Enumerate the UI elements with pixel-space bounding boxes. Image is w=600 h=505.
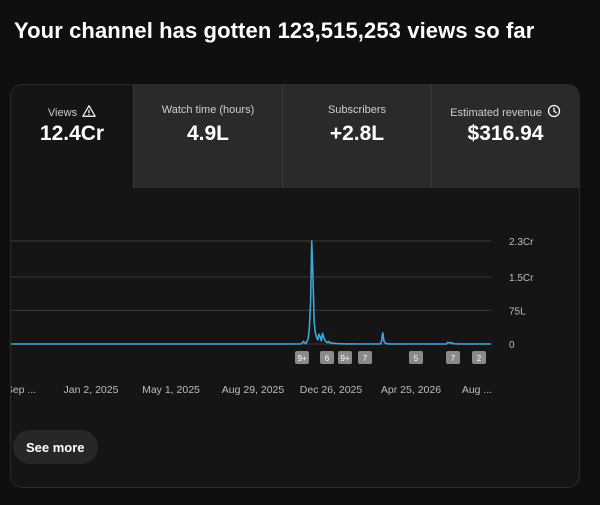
tab-watch-time-label: Watch time (hours) xyxy=(161,104,255,116)
annotation-marker-label: 5 xyxy=(414,354,419,363)
y-tick-label: 1.5Cr xyxy=(509,273,534,284)
tab-revenue[interactable]: Estimated revenue $316.94 xyxy=(431,85,579,188)
views-chart: 2.3Cr 1.5Cr 75L 0 9+ 6 9+ 7 5 7 2 Sep ... Jan 2, 202… xyxy=(11,225,579,405)
annotation-marker-label: 2 xyxy=(477,354,482,363)
annotation-marker-box xyxy=(320,351,334,364)
tab-watch-time[interactable]: Watch time (hours) 4.9L xyxy=(133,85,282,188)
annotation-marker-box xyxy=(358,351,372,364)
tab-subscribers-value: +2.8L xyxy=(329,122,385,145)
tab-subscribers[interactable]: Subscribers +2.8L xyxy=(282,85,431,188)
x-tick-label: Aug 29, 2025 xyxy=(222,384,285,396)
tab-subscribers-label-row: Subscribers xyxy=(283,104,431,116)
x-tick-label: Dec 26, 2025 xyxy=(300,384,363,396)
annotation-marker: 9+ xyxy=(295,351,309,364)
x-tick-label: Apr 25, 2026 xyxy=(381,384,441,396)
x-tick-label: May 1, 2025 xyxy=(142,384,200,396)
x-tick-label: Aug ... xyxy=(462,384,492,396)
page-headline: Your channel has gotten 123,515,253 view… xyxy=(14,18,535,43)
annotation-marker-label: 7 xyxy=(363,354,368,363)
tab-watch-time-label-row: Watch time (hours) xyxy=(134,104,282,116)
annotation-marker-label: 9+ xyxy=(297,354,306,363)
tab-watch-time-value: 4.9L xyxy=(186,122,230,145)
tab-views-label-row: Views xyxy=(11,104,133,121)
y-tick-label: 2.3Cr xyxy=(509,237,534,248)
metric-tabs: Views 12.4Cr Watch time (hours) 4.9L Sub… xyxy=(11,85,579,188)
tab-views-label: Views xyxy=(47,106,78,119)
annotation-marker: 9+ xyxy=(338,351,352,364)
annotation-marker: 7 xyxy=(358,351,372,364)
annotation-marker: 6 xyxy=(320,351,334,364)
analytics-card: Views 12.4Cr Watch time (hours) 4.9L Sub… xyxy=(10,84,580,488)
annotation-marker-box xyxy=(338,351,352,364)
tab-revenue-label: Estimated revenue xyxy=(450,106,542,119)
annotation-marker: 2 xyxy=(472,351,486,364)
tab-revenue-label-row: Estimated revenue xyxy=(432,104,579,121)
tab-subscribers-label: Subscribers xyxy=(327,104,387,116)
tab-views-value: 12.4Cr xyxy=(39,122,105,145)
warning-triangle-icon xyxy=(82,104,96,121)
annotation-marker-label: 6 xyxy=(325,354,330,363)
series-line xyxy=(11,240,491,345)
annotation-marker-box xyxy=(472,351,486,364)
annotation-marker-box xyxy=(295,351,309,364)
tab-views[interactable]: Views 12.4Cr xyxy=(11,85,133,188)
annotation-marker: 7 xyxy=(446,351,460,364)
annotation-marker-box xyxy=(409,351,423,364)
clock-icon xyxy=(547,104,561,121)
tab-revenue-value: $316.94 xyxy=(467,122,544,145)
annotation-marker-label: 7 xyxy=(451,354,456,363)
x-tick-label: Jan 2, 2025 xyxy=(64,384,119,396)
annotation-marker-label: 9+ xyxy=(340,354,349,363)
y-tick-label: 0 xyxy=(509,340,515,351)
see-more-button[interactable]: See more xyxy=(13,430,98,464)
x-tick-label: Sep ... xyxy=(11,384,36,396)
chart-svg: 2.3Cr 1.5Cr 75L 0 9+ 6 9+ 7 5 7 2 Sep ... Jan 2, 202… xyxy=(11,237,534,396)
annotation-marker: 5 xyxy=(409,351,423,364)
annotation-marker-box xyxy=(446,351,460,364)
y-tick-label: 75L xyxy=(509,306,526,317)
